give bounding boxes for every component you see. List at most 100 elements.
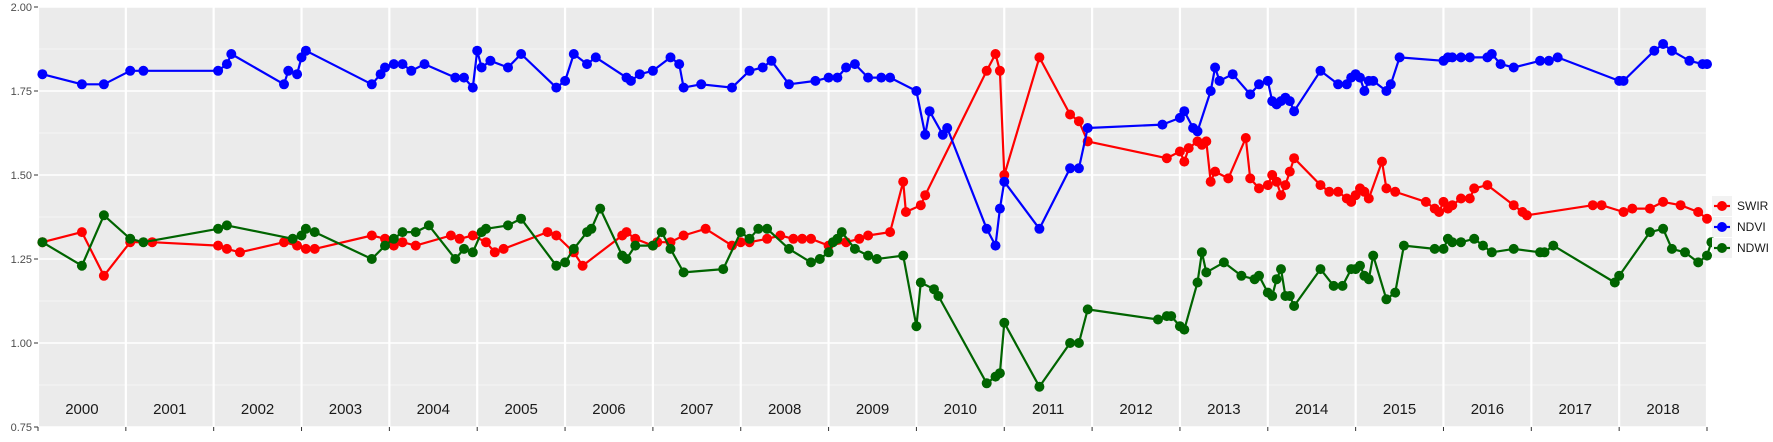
y-tick-label: 1.25 bbox=[11, 254, 32, 266]
ndvi-point bbox=[380, 62, 390, 73]
swir-point bbox=[678, 230, 689, 241]
swir-point bbox=[1587, 200, 1598, 211]
ndvi-point bbox=[810, 75, 821, 86]
ndvi-point bbox=[1464, 52, 1475, 63]
ndvi-point bbox=[1289, 106, 1300, 117]
ndvi-point bbox=[1245, 89, 1256, 100]
ndvi-point bbox=[1658, 39, 1669, 49]
swir-point bbox=[762, 233, 773, 244]
ndwi-point bbox=[1192, 277, 1203, 288]
year-label: 2001 bbox=[153, 401, 186, 418]
ndwi-point bbox=[568, 243, 579, 254]
swir-point bbox=[1223, 173, 1234, 184]
ndwi-point bbox=[915, 277, 926, 288]
ndvi-point bbox=[1359, 86, 1370, 96]
year-label: 2017 bbox=[1559, 401, 1592, 418]
ndvi-point bbox=[582, 59, 592, 70]
ndvi-point bbox=[1495, 59, 1506, 70]
ndvi-point bbox=[459, 72, 469, 83]
ndvi-point bbox=[1447, 52, 1458, 63]
ndwi-point bbox=[1179, 324, 1190, 335]
ndvi-point bbox=[485, 55, 496, 66]
ndwi-point bbox=[1267, 291, 1278, 301]
ndvi-point bbox=[924, 106, 935, 117]
swir-point bbox=[1333, 186, 1344, 197]
ndwi-point bbox=[397, 227, 408, 238]
ndvi-point bbox=[1065, 163, 1076, 174]
swir-point bbox=[1324, 186, 1335, 197]
ndvi-point bbox=[994, 203, 1005, 214]
year-label: 2018 bbox=[1646, 401, 1679, 418]
ndwi-point bbox=[784, 243, 794, 254]
ndwi-point bbox=[1614, 270, 1625, 281]
ndvi-point bbox=[1082, 123, 1093, 133]
swir-point bbox=[445, 230, 456, 241]
ndwi-point bbox=[1390, 287, 1401, 298]
ndwi-point bbox=[213, 223, 224, 234]
ndwi-point bbox=[823, 247, 834, 258]
y-tick-label: 1.75 bbox=[11, 86, 32, 98]
axes: 0.75 1.00 1.25 1.50 1.75 2.00 bbox=[11, 2, 1708, 434]
ndvi-point bbox=[503, 62, 513, 73]
ndwi-point bbox=[999, 317, 1010, 328]
ndwi-point bbox=[1328, 280, 1339, 291]
swir-point bbox=[235, 247, 245, 258]
ndwi-point bbox=[1363, 274, 1374, 285]
swir-point bbox=[551, 230, 562, 241]
swir-point bbox=[898, 176, 909, 187]
swir-point bbox=[76, 227, 87, 238]
ndwi-point bbox=[1236, 270, 1247, 281]
ndwi-point bbox=[836, 227, 847, 238]
ndwi-point bbox=[630, 240, 641, 251]
swir-point bbox=[1179, 156, 1190, 167]
ndwi-point bbox=[1456, 237, 1466, 248]
ndwi-point bbox=[1478, 240, 1488, 251]
ndvi-point bbox=[397, 59, 408, 70]
ndwi-point bbox=[898, 250, 909, 261]
ndvi-point bbox=[1179, 106, 1190, 117]
ndvi-point bbox=[1702, 59, 1712, 70]
year-label: 2006 bbox=[592, 401, 625, 418]
y-tick-label: 1.50 bbox=[11, 170, 32, 182]
swir-point bbox=[1420, 196, 1431, 207]
ndwi-point bbox=[1218, 257, 1229, 268]
ndvi-point bbox=[823, 72, 834, 83]
ndwi-point bbox=[1166, 311, 1177, 322]
swir-point bbox=[1240, 133, 1251, 143]
year-label: 2009 bbox=[856, 401, 889, 418]
ndvi-point bbox=[406, 65, 417, 76]
ndvi-point bbox=[665, 52, 676, 63]
ndwi-point bbox=[76, 260, 87, 271]
ndvi-point bbox=[138, 65, 149, 76]
swir-point bbox=[1034, 52, 1045, 63]
ndwi-point bbox=[744, 233, 755, 244]
legend-label-swir: SWIR bbox=[1737, 199, 1769, 213]
ndwi-point bbox=[1644, 227, 1655, 238]
ndwi-point bbox=[1469, 233, 1480, 244]
ndwi-point bbox=[1271, 274, 1282, 285]
ndwi-point bbox=[138, 237, 149, 248]
ndvi-point bbox=[999, 176, 1010, 187]
ndvi-point bbox=[696, 79, 707, 90]
ndvi-point bbox=[213, 65, 224, 76]
ndwi-point bbox=[621, 254, 632, 264]
ndvi-point bbox=[1666, 45, 1677, 56]
ndwi-point bbox=[459, 243, 469, 254]
ndwi-point bbox=[1447, 237, 1458, 248]
swir-point bbox=[481, 237, 491, 248]
ndvi-point bbox=[674, 59, 685, 70]
year-label: 2003 bbox=[329, 401, 362, 418]
ndwi-point bbox=[1073, 338, 1084, 348]
ndvi-point bbox=[1486, 49, 1497, 59]
ndvi-point bbox=[841, 62, 852, 73]
ndvi-point bbox=[125, 65, 136, 76]
series-layer bbox=[37, 39, 1717, 392]
year-label: 2010 bbox=[944, 401, 977, 418]
swir-point bbox=[1271, 176, 1282, 187]
ndvi-point bbox=[300, 45, 311, 56]
swir-point bbox=[1508, 200, 1519, 211]
ndwi-point bbox=[1201, 267, 1212, 278]
legend-point-swir bbox=[1717, 201, 1727, 211]
ndvi-point bbox=[1073, 163, 1084, 174]
